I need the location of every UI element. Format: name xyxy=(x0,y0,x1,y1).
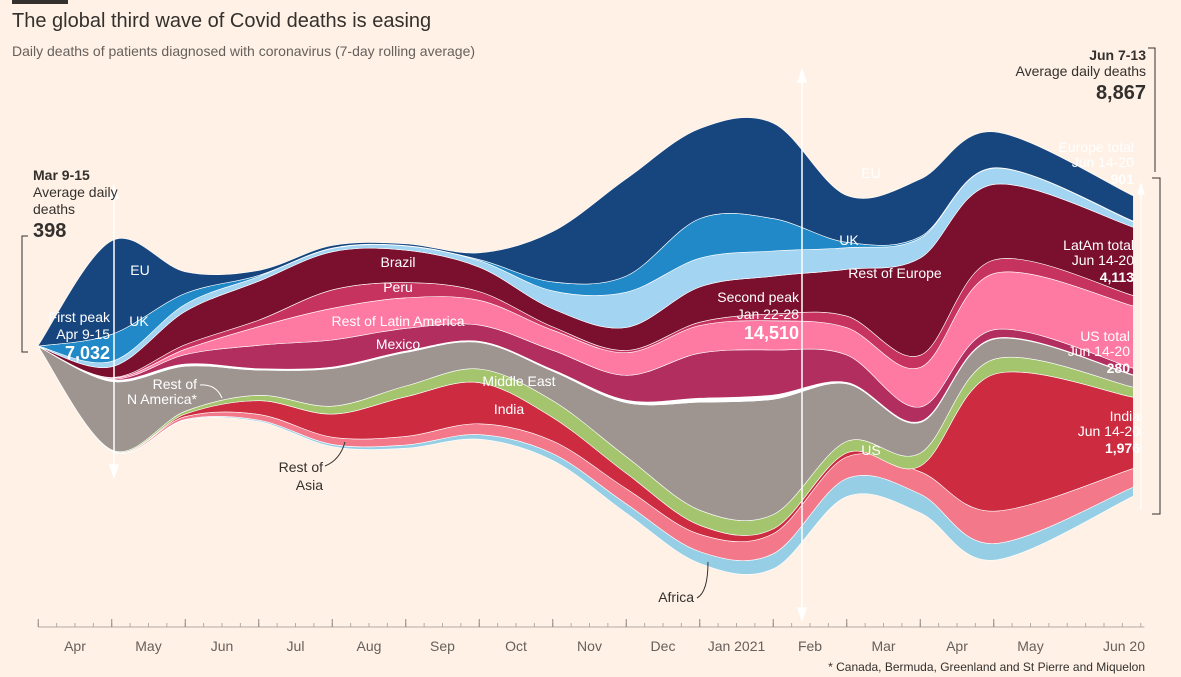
latam-total-value: 4,113 xyxy=(1100,269,1134,285)
x-tick-label: Mar xyxy=(871,638,895,654)
latest-value: 8,867 xyxy=(1096,82,1146,104)
india-total-label: India xyxy=(1110,408,1141,424)
x-tick-label: Jun xyxy=(211,638,234,654)
us-total-date: Jun 14-20 xyxy=(1068,343,1130,359)
latest-text: Average daily deaths xyxy=(1016,63,1147,79)
first-peak-value: 7,032 xyxy=(65,343,110,363)
latest-bracket-lower xyxy=(1152,177,1161,515)
brand-bar xyxy=(12,0,68,4)
label-peru: Peru xyxy=(383,279,413,295)
label-rest-latin-america: Rest of Latin America xyxy=(331,313,464,329)
latam-total-date: Jun 14-20 xyxy=(1072,252,1134,268)
chart-title: The global third wave of Covid deaths is… xyxy=(12,10,432,32)
europe-total-date: Jun 14-20 xyxy=(1072,154,1134,170)
us-total-label: US total xyxy=(1080,328,1130,344)
label-brazil: Brazil xyxy=(380,254,415,270)
label-mexico: Mexico xyxy=(376,336,421,352)
x-tick-label: Jul xyxy=(287,638,305,654)
latest-label: Jun 7-13 xyxy=(1089,47,1146,63)
first-peak-date: Apr 9-15 xyxy=(56,326,110,342)
x-tick-label: Sep xyxy=(430,638,455,654)
first-week-text1: Average daily xyxy=(33,184,118,200)
x-tick-label: Dec xyxy=(651,638,676,654)
second-peak-date: Jan 22-28 xyxy=(737,306,799,322)
india-total-value: 1,976 xyxy=(1105,440,1140,456)
rest-na-leader-line xyxy=(199,384,223,399)
label-us: US xyxy=(861,442,880,458)
x-tick-label: Feb xyxy=(798,638,822,654)
europe-total-label: Europe total xyxy=(1059,139,1135,155)
x-tick-label: Jan 2021 xyxy=(708,638,766,654)
label-uk-right: UK xyxy=(839,232,859,248)
first-peak-arrow xyxy=(108,183,120,480)
label-rest-europe: Rest of Europe xyxy=(848,265,942,281)
x-tick-label: Apr xyxy=(946,638,968,654)
label-africa: Africa xyxy=(658,589,694,605)
first-week-bracket xyxy=(21,235,28,353)
label-rest-na-2: N America* xyxy=(127,391,198,407)
label-rest-asia-2: Asia xyxy=(296,477,323,493)
label-uk-left: UK xyxy=(129,313,149,329)
x-tick-label: Nov xyxy=(577,638,602,654)
latest-bracket xyxy=(1148,47,1156,172)
rest-asia-leader-line xyxy=(324,441,346,467)
first-week-label: Mar 9-15 xyxy=(33,167,90,183)
second-peak-arrow xyxy=(796,67,808,623)
x-axis: Apr May Jun Jul Aug Sep Oct Nov Dec Jan 2021 Feb Ma… xyxy=(37,619,1145,654)
first-week-text2: deaths xyxy=(33,201,75,217)
latest-arrow xyxy=(1137,181,1145,510)
africa-leader-line xyxy=(696,561,709,599)
europe-total-value: 901 xyxy=(1111,171,1135,187)
chart-subtitle: Daily deaths of patients diagnosed with … xyxy=(12,43,476,59)
footnote: * Canada, Bermuda, Greenland and St Pier… xyxy=(828,660,1145,674)
first-week-value: 398 xyxy=(33,220,66,242)
second-peak-label: Second peak xyxy=(717,289,800,305)
us-total-value: 280 xyxy=(1107,360,1131,376)
label-india: India xyxy=(494,401,525,417)
x-tick-label: Oct xyxy=(505,638,527,654)
second-peak-value: 14,510 xyxy=(744,323,799,343)
x-tick-label: May xyxy=(1017,638,1043,654)
label-eu-right: EU xyxy=(861,165,880,181)
stream-layer-eu xyxy=(37,117,1134,347)
label-rest-na-1: Rest of xyxy=(153,376,197,392)
label-eu-left: EU xyxy=(130,262,149,278)
x-tick-label: Apr xyxy=(64,638,86,654)
label-middle-east: Middle East xyxy=(482,373,555,389)
india-total-date: Jun 14-20 xyxy=(1078,423,1140,439)
first-peak-label: First peak xyxy=(49,309,111,325)
x-tick-label: Jun 20 xyxy=(1103,638,1145,654)
x-tick-label: Aug xyxy=(357,638,382,654)
stream-layers xyxy=(37,117,1134,575)
latam-total-label: LatAm total xyxy=(1063,237,1134,253)
x-tick-label: May xyxy=(135,638,161,654)
label-rest-asia-1: Rest of xyxy=(279,459,323,475)
